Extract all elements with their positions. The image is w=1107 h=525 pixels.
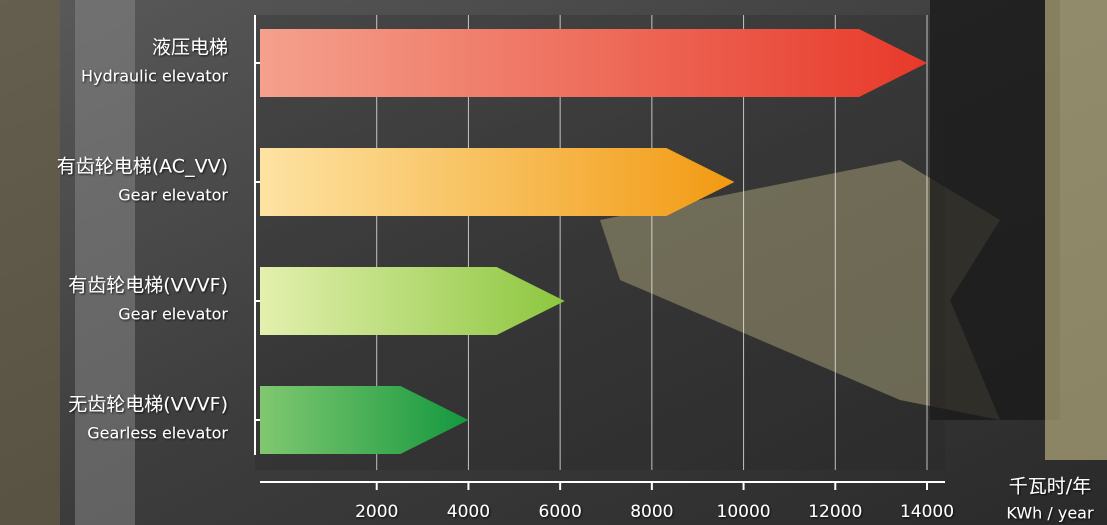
bar: [260, 148, 735, 216]
category-label: 有齿轮电梯(AC_VV): [57, 156, 228, 178]
x-tick-label: 6000: [539, 502, 582, 522]
x-tick-label: 10000: [717, 502, 771, 522]
pallet-truck: [600, 160, 1000, 420]
rack: [0, 0, 60, 525]
x-tick-label: 14000: [900, 502, 954, 522]
bar: [260, 267, 565, 335]
category-subtitle: Gear elevator: [118, 305, 228, 324]
category-label: 有齿轮电梯(VVVF): [68, 275, 228, 297]
unit-label-en: KWh / year: [1006, 504, 1094, 523]
bar: [260, 386, 469, 454]
category-subtitle: Gear elevator: [118, 186, 228, 205]
x-tick-label: 8000: [630, 502, 673, 522]
x-tick-label: 12000: [808, 502, 862, 522]
unit-label: 千瓦时/年: [1009, 476, 1091, 498]
x-tick-label: 2000: [355, 502, 398, 522]
truck-handle: [930, 0, 1060, 420]
truck-frame: [1045, 0, 1107, 460]
category-subtitle: Gearless elevator: [87, 424, 228, 443]
rack-post: [75, 0, 135, 525]
category-subtitle: Hydraulic elevator: [81, 67, 228, 86]
category-label: 液压电梯: [152, 37, 228, 59]
category-label: 无齿轮电梯(VVVF): [68, 394, 228, 416]
bar: [260, 29, 927, 97]
x-tick-label: 4000: [447, 502, 490, 522]
